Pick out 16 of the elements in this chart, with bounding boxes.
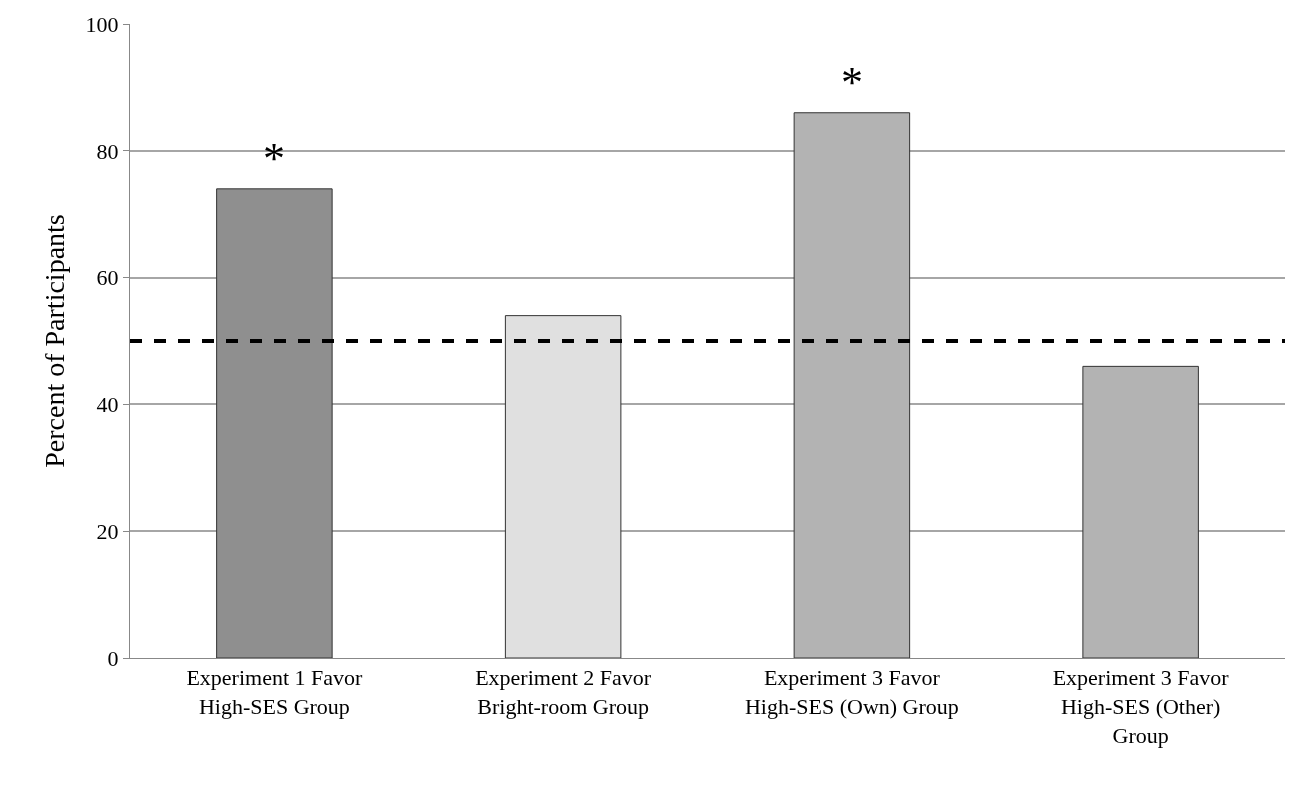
bar xyxy=(1082,365,1199,658)
x-tick-label: Experiment 1 Favor High-SES Group xyxy=(186,665,364,719)
annotation: * xyxy=(263,134,285,183)
annotation: * xyxy=(841,58,863,107)
y-tick-label: 0 xyxy=(107,645,119,671)
x-tick-label: Experiment 3 Favor High-SES (Other) Group xyxy=(1052,665,1230,748)
x-tick-label: Experiment 3 Favor High-SES (Own) Group xyxy=(744,665,959,719)
bar xyxy=(793,112,911,658)
y-tick-label: 80 xyxy=(96,138,119,164)
y-tick-label: 100 xyxy=(85,11,119,37)
y-tick-label: 40 xyxy=(96,392,119,418)
x-tick-label: Experiment 2 Favor Bright-room Group xyxy=(475,665,652,719)
y-tick-label: 20 xyxy=(96,518,119,544)
bar xyxy=(504,315,622,658)
y-tick-label: 60 xyxy=(96,265,119,291)
y-axis-title: Percent of Participants xyxy=(39,214,70,468)
